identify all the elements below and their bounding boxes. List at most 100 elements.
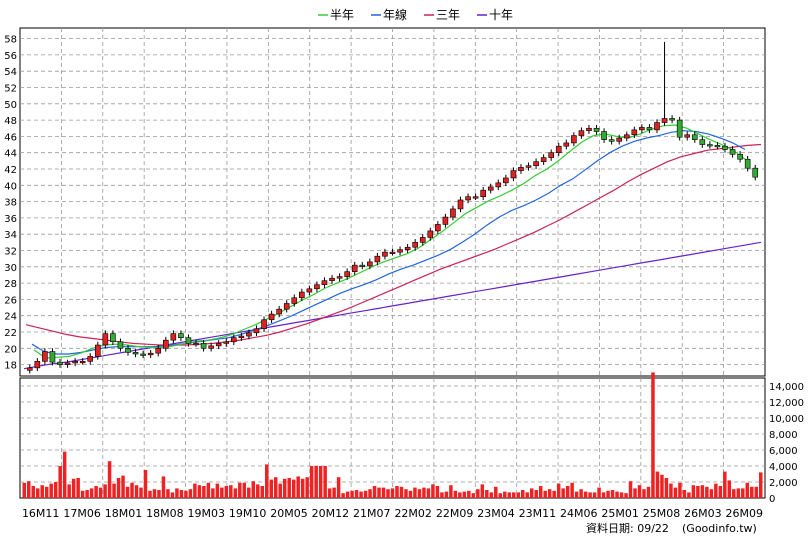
volume-bar bbox=[601, 492, 606, 498]
volume-bar bbox=[399, 486, 404, 498]
candle-body bbox=[162, 339, 169, 349]
volume-bar bbox=[498, 493, 503, 498]
volume-bar bbox=[296, 476, 300, 498]
volume-bar bbox=[238, 482, 242, 498]
volume-bar bbox=[76, 478, 80, 498]
candle-body bbox=[382, 251, 388, 257]
volume-tick-label: 2,000 bbox=[769, 478, 798, 489]
volume-bar bbox=[489, 492, 494, 498]
candle-body bbox=[495, 182, 502, 188]
volume-bar bbox=[552, 490, 556, 498]
volume-bar bbox=[696, 486, 700, 498]
candle-body bbox=[555, 145, 562, 153]
candle-body bbox=[427, 230, 434, 238]
volume-bar bbox=[444, 491, 449, 498]
volume-bar bbox=[116, 478, 121, 498]
volume-bar bbox=[305, 477, 309, 498]
candle-body bbox=[246, 332, 252, 337]
volume-bar bbox=[287, 478, 291, 498]
volume-bar bbox=[615, 491, 619, 498]
ma-ten-year-line bbox=[23, 241, 762, 370]
candle-body bbox=[487, 186, 494, 191]
volume-bar bbox=[381, 487, 386, 498]
volume-bar bbox=[134, 485, 139, 498]
candle-body bbox=[450, 208, 456, 218]
price-panel: 58 56 54 52 50 48 46 44 42 40 38 36 34 32 30 28 26 24 22 20… bbox=[4, 27, 766, 377]
price-tick-label: 58 bbox=[4, 35, 17, 46]
volume-bar bbox=[256, 484, 260, 498]
legend-item: 三年 bbox=[436, 8, 460, 22]
volume-bar bbox=[345, 491, 350, 498]
volume-bar bbox=[278, 483, 282, 498]
candle-body bbox=[314, 284, 320, 290]
volume-bar bbox=[206, 482, 211, 498]
volume-bar bbox=[449, 485, 453, 498]
volume-bar bbox=[377, 487, 381, 498]
volume-bar bbox=[669, 483, 673, 498]
volume-bar bbox=[22, 482, 26, 498]
volume-bar bbox=[395, 486, 399, 498]
volume-bar bbox=[89, 488, 94, 498]
candle-body bbox=[480, 189, 486, 198]
candle-body bbox=[132, 352, 139, 355]
volume-bar bbox=[67, 484, 71, 498]
candle-body bbox=[533, 161, 539, 167]
volume-bar bbox=[44, 486, 49, 498]
candle-body bbox=[231, 337, 237, 343]
volume-bar bbox=[94, 486, 98, 498]
volume-bar bbox=[229, 485, 233, 498]
candle-body bbox=[57, 361, 63, 365]
volume-bar bbox=[291, 479, 296, 498]
candle-body bbox=[117, 341, 124, 349]
volume-bar bbox=[485, 490, 489, 498]
x-tick-label: 23M04 bbox=[477, 507, 515, 520]
volume-bar bbox=[359, 491, 363, 498]
price-tick-label: 56 bbox=[4, 51, 17, 62]
volume-bar bbox=[211, 488, 215, 498]
volume-bar bbox=[543, 490, 547, 498]
legend-item: 十年 bbox=[489, 8, 513, 22]
volume-bar bbox=[143, 470, 148, 498]
x-tick-label: 22M09 bbox=[436, 507, 474, 520]
volume-bar bbox=[386, 489, 390, 498]
volume-bar bbox=[242, 482, 247, 498]
candle-body bbox=[646, 127, 653, 131]
volume-bar bbox=[193, 483, 197, 498]
candle-body bbox=[397, 249, 403, 253]
volume-bar bbox=[35, 488, 40, 498]
candle-body bbox=[64, 362, 71, 365]
candle-body bbox=[419, 237, 426, 243]
volume-bar bbox=[633, 488, 637, 498]
volume-bar bbox=[458, 492, 462, 498]
volume-bar bbox=[265, 464, 269, 498]
volume-bar bbox=[642, 489, 646, 498]
volume-bar bbox=[251, 481, 256, 498]
volume-bar bbox=[516, 492, 520, 498]
volume-bar bbox=[529, 488, 534, 498]
candle-body bbox=[639, 127, 645, 131]
volume-bar bbox=[336, 477, 341, 498]
volume-bar bbox=[727, 480, 732, 498]
volume-bar bbox=[687, 492, 691, 498]
price-tick-label: 20 bbox=[4, 344, 17, 355]
volume-bar bbox=[700, 485, 705, 498]
volume-bar bbox=[664, 478, 669, 498]
volume-bar bbox=[103, 484, 107, 498]
ma-three-year-line bbox=[25, 143, 762, 346]
volume-bar bbox=[520, 490, 525, 498]
volume-bar bbox=[709, 489, 714, 498]
x-tick-label: 19M03 bbox=[188, 507, 226, 520]
volume-bar bbox=[750, 486, 754, 498]
x-tick-label: 18M08 bbox=[146, 507, 184, 520]
volume-bar bbox=[139, 487, 143, 498]
candle-body bbox=[525, 165, 532, 168]
candle-body bbox=[729, 149, 736, 155]
volume-bar bbox=[561, 488, 565, 498]
volume-bar bbox=[556, 483, 561, 498]
x-tick-label: 16M11 bbox=[22, 507, 60, 520]
volume-tick-label: 10,000 bbox=[769, 414, 804, 425]
volume-bar bbox=[579, 489, 583, 498]
volume-bar bbox=[413, 487, 417, 498]
volume-bar bbox=[583, 491, 588, 498]
x-tick-label: 25M01 bbox=[601, 507, 639, 520]
